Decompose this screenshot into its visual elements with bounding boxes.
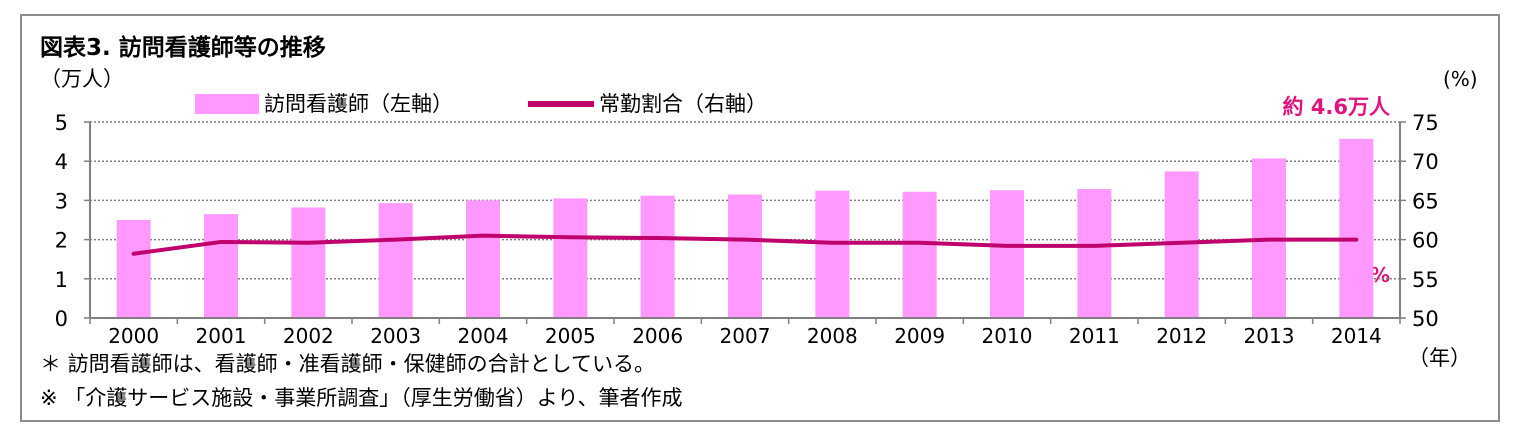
y-axis-left-label: （万人） (40, 67, 124, 91)
bar (1339, 138, 1374, 318)
annotation-bar-end: 約 4.6万人 (1282, 95, 1390, 119)
y-left-tick-label: 4 (55, 150, 68, 174)
x-tick-label: 2012 (1156, 324, 1207, 348)
legend-label-bar: 訪問看護師（左軸） (264, 92, 453, 116)
x-tick-label: 2001 (196, 324, 247, 348)
x-tick-label: 2004 (458, 324, 509, 348)
bar (728, 194, 762, 318)
bar (640, 195, 675, 318)
x-tick-label: 2011 (1069, 324, 1120, 348)
y-right-tick-label: 65 (1412, 189, 1439, 213)
x-tick-label: 2005 (545, 324, 596, 348)
y-left-tick-label: 5 (55, 111, 68, 135)
x-tick-label: 2003 (370, 324, 421, 348)
y-right-tick-label: 75 (1412, 111, 1439, 135)
x-tick-label: 2006 (632, 324, 683, 348)
x-tick-label: 2009 (894, 324, 945, 348)
bar (291, 207, 326, 318)
y-right-tick-label: 60 (1412, 229, 1439, 253)
y-right-tick-label: 50 (1412, 307, 1439, 331)
bar (902, 191, 937, 318)
legend: 訪問看護師（左軸） 常勤割合（右軸） (195, 92, 767, 116)
bar (204, 214, 238, 318)
chart-title: 図表3. 訪問看護師等の推移 (40, 35, 326, 61)
legend-swatch-bar (195, 94, 259, 114)
x-tick-label: 2010 (982, 324, 1033, 348)
bar (116, 220, 151, 318)
y-left-tick-label: 2 (55, 229, 68, 253)
legend-label-line: 常勤割合（右軸） (599, 92, 767, 116)
y-right-tick-label: 70 (1412, 150, 1439, 174)
y-axis-right-label: (%) (1443, 67, 1478, 91)
bar (1077, 189, 1112, 318)
x-tick-label: 2002 (283, 324, 334, 348)
bar (990, 190, 1024, 318)
y-left-tick-label: 0 (55, 307, 68, 331)
footnote-1: ＊ 訪問看護師は、看護師・准看護師・保健師の合計としている。 (40, 352, 656, 376)
y-left-tick-label: 3 (55, 189, 68, 213)
x-tick-label: 2000 (108, 324, 159, 348)
y-right-tick-label: 55 (1412, 268, 1439, 292)
bar (553, 198, 588, 318)
footnote-2: ※ 「介護サービス施設・事業所調査」（厚生労働省）より、筆者作成 (40, 386, 683, 410)
bar (378, 203, 413, 318)
bar (815, 190, 850, 318)
x-tick-label: 2014 (1331, 324, 1382, 348)
x-tick-label: 2008 (807, 324, 858, 348)
chart-frame (20, 14, 1500, 422)
y-left-tick-label: 1 (55, 268, 68, 292)
x-tick-label: 2007 (720, 324, 771, 348)
line-series (131, 233, 1359, 256)
x-tick-label: 2013 (1244, 324, 1295, 348)
x-axis-label: （年） (1408, 346, 1471, 370)
bar (466, 200, 500, 318)
